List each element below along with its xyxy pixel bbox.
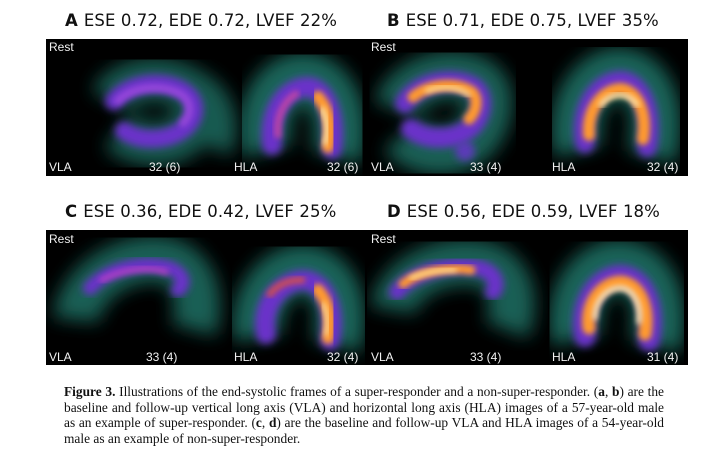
panel-c-hla-count: 32 (4) [327, 350, 359, 364]
panel-b-image: Rest VLA 33 (4) HLA 32 (4) [367, 39, 688, 176]
panel-d-vla-label: VLA [371, 350, 394, 364]
panel-d-rest-label: Rest [371, 232, 396, 246]
panel-b-hla-count: 32 (4) [647, 160, 679, 174]
panel-a-scan-graphic [91, 52, 366, 166]
panel-c-vla-count: 33 (4) [146, 350, 178, 364]
panel-a-vla-label: VLA [49, 160, 72, 174]
panel-b-rest-label: Rest [371, 40, 396, 54]
panel-a-rest-label: Rest [49, 40, 74, 54]
figure-caption: Figure 3. Illustrations of the end-systo… [64, 384, 664, 446]
panel-a-image: Rest VLA 32 (6) HLA 32 (6) [46, 39, 367, 176]
panel-a-hla-count: 32 (6) [327, 160, 359, 174]
panel-b-vla-count: 33 (4) [470, 160, 502, 174]
panel-b-vla-label: VLA [371, 160, 394, 174]
panel-c-image: Rest VLA 33 (4) HLA 32 (4) [46, 230, 367, 365]
panel-d-vla-count: 33 (4) [470, 350, 502, 364]
panel-b-hla-label: HLA [552, 160, 576, 174]
figure-label: Figure 3. [64, 384, 116, 399]
panel-a-title: A ESE 0.72, EDE 0.72, LVEF 22% [65, 11, 338, 30]
panel-c-scan-graphic [53, 236, 366, 354]
panel-b-title: B ESE 0.71, EDE 0.75, LVEF 35% [387, 11, 659, 30]
panel-c-title: C ESE 0.36, EDE 0.42, LVEF 25% [65, 202, 337, 221]
panel-a-vla-count: 32 (6) [149, 160, 181, 174]
panel-c-vla-label: VLA [49, 350, 72, 364]
panel-d-image: Rest VLA 33 (4) HLA 31 (4) [367, 230, 688, 365]
panel-c-rest-label: Rest [49, 232, 74, 246]
panel-d-title: D ESE 0.56, EDE 0.59, LVEF 18% [387, 202, 660, 221]
panel-d-hla-count: 31 (4) [647, 350, 679, 364]
panel-d-scan-graphic [370, 239, 685, 353]
panel-a-hla-label: HLA [234, 160, 258, 174]
panel-c-hla-label: HLA [234, 350, 258, 364]
panel-d-hla-label: HLA [552, 350, 576, 364]
panel-b-scan-graphic [374, 47, 681, 175]
